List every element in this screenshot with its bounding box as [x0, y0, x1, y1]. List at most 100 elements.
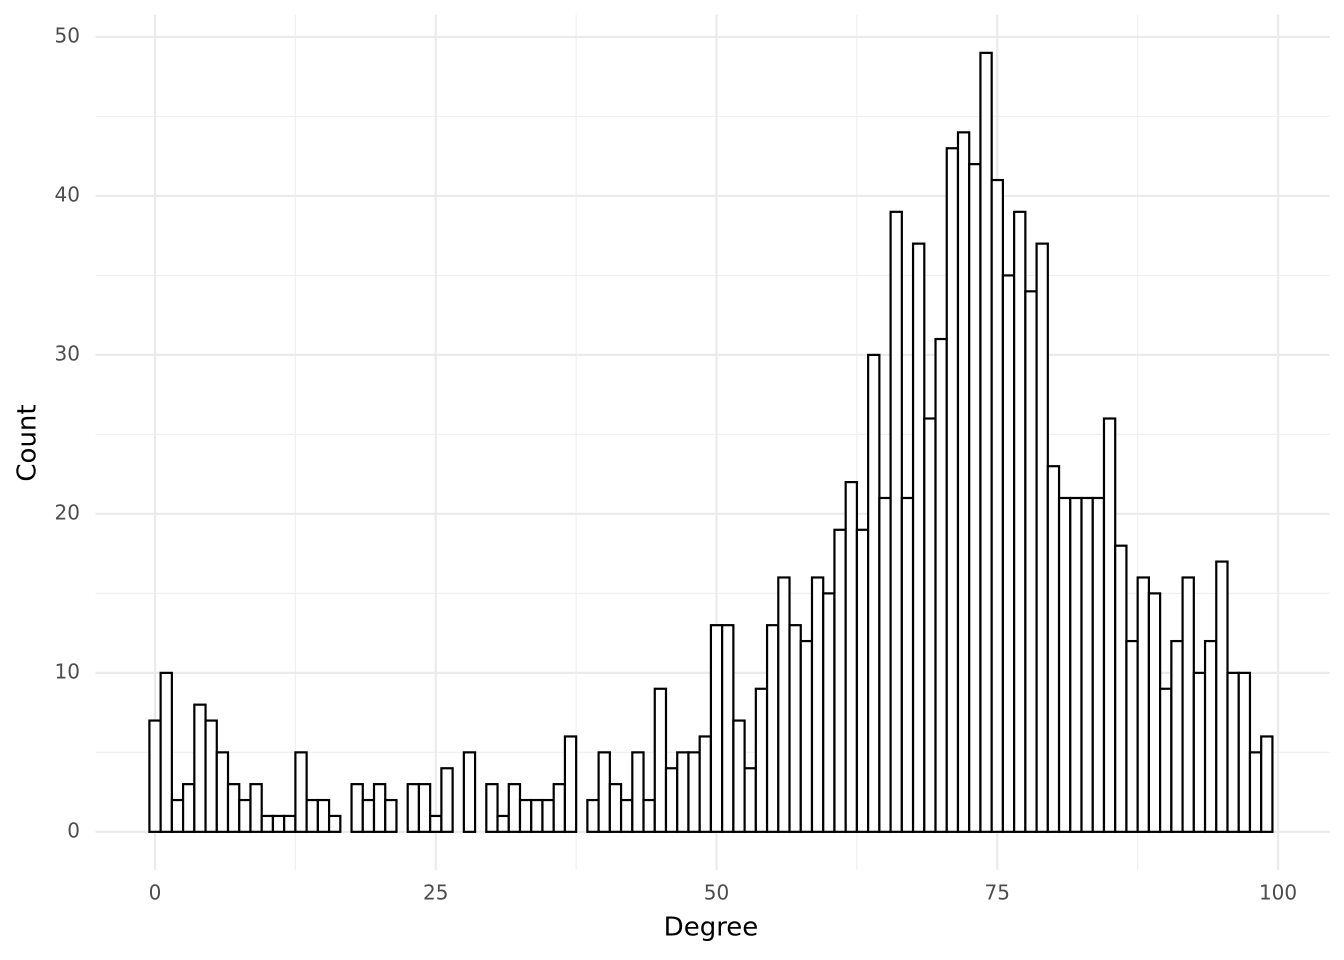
bar	[530, 798, 544, 833]
bar	[788, 624, 802, 833]
bar	[170, 798, 185, 833]
bar	[855, 528, 870, 833]
bar	[945, 147, 960, 833]
bar	[1069, 496, 1083, 833]
bar	[305, 798, 319, 833]
bar	[608, 783, 623, 833]
bar	[327, 814, 342, 833]
y-tick-label: 0	[67, 818, 80, 842]
bar	[1215, 560, 1229, 833]
bar	[889, 210, 903, 833]
bar	[911, 242, 926, 833]
bar	[990, 178, 1005, 833]
bar	[709, 624, 724, 833]
bar	[204, 719, 218, 833]
bar	[249, 783, 263, 833]
bar	[1260, 735, 1274, 833]
bar	[283, 814, 297, 833]
x-tick-label: 50	[704, 881, 729, 905]
bar	[923, 417, 937, 833]
bar	[1136, 576, 1150, 833]
bar	[934, 337, 948, 833]
bar	[810, 576, 825, 833]
bar	[743, 767, 757, 833]
bar	[900, 496, 915, 833]
bar	[721, 624, 735, 833]
x-tick-label: 100	[1259, 881, 1297, 905]
y-tick-label: 30	[55, 341, 80, 365]
bar	[878, 496, 892, 833]
bar	[1080, 496, 1094, 833]
bar	[260, 814, 275, 833]
bar	[1035, 242, 1049, 833]
x-tick-label: 25	[423, 881, 448, 905]
bar	[440, 767, 454, 833]
bar	[822, 592, 836, 833]
bar	[1237, 671, 1252, 833]
bar	[619, 798, 634, 833]
y-tick-label: 10	[55, 659, 80, 683]
bar	[1091, 496, 1106, 833]
bar	[597, 751, 611, 833]
bar	[765, 624, 780, 833]
bar	[384, 798, 398, 833]
bar	[1147, 592, 1162, 833]
bars	[148, 51, 1274, 833]
x-tick-label: 0	[149, 881, 162, 905]
bar	[417, 783, 432, 833]
bar	[586, 798, 600, 833]
bar	[148, 719, 162, 833]
bar	[676, 751, 690, 833]
y-axis-label: Count	[13, 404, 43, 481]
bar	[350, 783, 364, 833]
bar	[1226, 671, 1240, 833]
y-tick-label: 50	[55, 23, 80, 47]
bar	[1170, 639, 1184, 833]
bar	[754, 687, 769, 833]
bar	[642, 798, 656, 833]
x-tick-label: 75	[985, 881, 1010, 905]
bar	[687, 751, 701, 833]
bar	[1159, 687, 1173, 833]
bar	[698, 735, 713, 833]
bar	[181, 783, 196, 833]
bar	[867, 353, 881, 833]
bar	[631, 751, 645, 833]
bar	[833, 528, 847, 833]
bar	[1192, 671, 1207, 833]
bar	[968, 163, 982, 833]
bar	[462, 751, 477, 833]
bar	[294, 751, 308, 833]
bar	[485, 783, 499, 833]
bar	[653, 687, 668, 833]
bar	[1248, 751, 1263, 833]
bar	[496, 814, 510, 833]
bar	[844, 480, 859, 833]
bar	[406, 783, 421, 833]
y-tick-label: 20	[55, 500, 80, 524]
bar	[1057, 496, 1072, 833]
bar	[664, 767, 679, 833]
bar	[215, 751, 230, 833]
bar	[552, 783, 567, 833]
bar	[316, 798, 331, 833]
bar	[1024, 290, 1038, 833]
bar	[1102, 417, 1117, 833]
bar	[429, 814, 443, 833]
bar	[238, 798, 252, 833]
bar	[226, 783, 241, 833]
bar	[1114, 544, 1128, 833]
x-axis-label: Degree	[664, 913, 759, 943]
bar	[507, 783, 522, 833]
bar	[541, 798, 555, 833]
y-tick-label: 40	[55, 182, 80, 206]
bar	[1046, 465, 1061, 833]
bar	[361, 798, 376, 833]
bar	[193, 703, 207, 833]
bar	[372, 783, 387, 833]
bar	[777, 576, 791, 833]
bar	[1125, 639, 1139, 833]
bar	[563, 735, 578, 833]
bar	[956, 131, 971, 833]
